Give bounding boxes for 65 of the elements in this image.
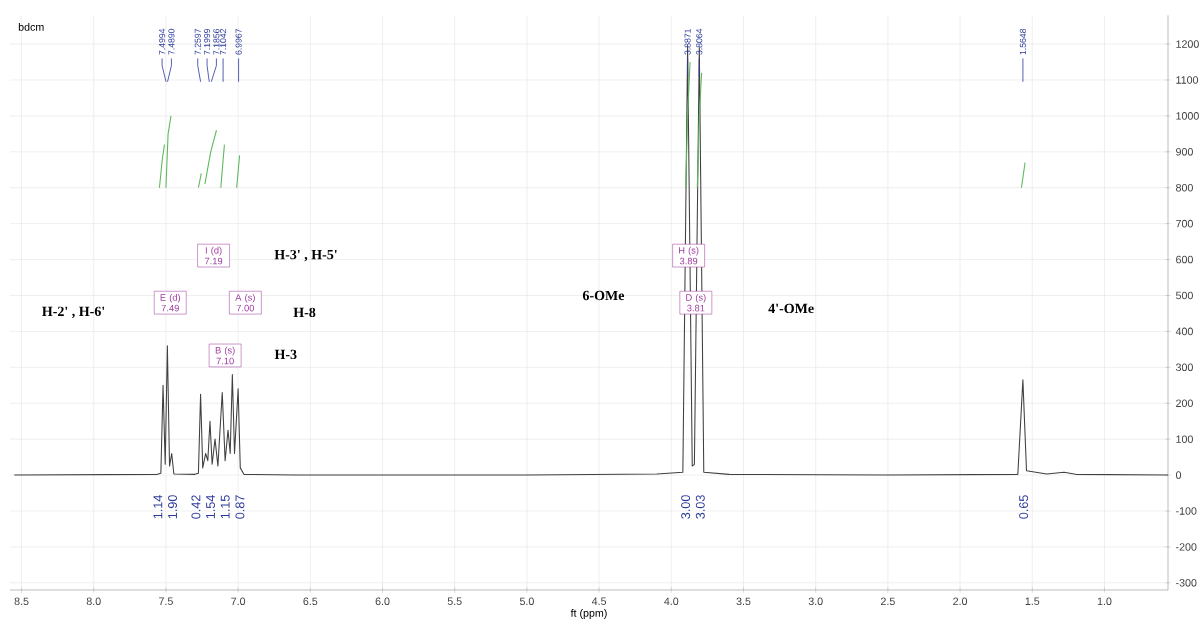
annotation: 4'-OMe — [768, 303, 814, 314]
annotation: H-3 — [274, 349, 297, 360]
y-tick-label: 900 — [1176, 148, 1193, 156]
y-tick-label: 1000 — [1176, 112, 1199, 120]
annotation: 1.15 — [220, 495, 230, 519]
annotation: H-2' , H-6' — [42, 306, 105, 319]
annotation: E (d) 7.49 — [160, 293, 181, 312]
annotation: 1.14 — [153, 495, 163, 519]
annotation: 7.1999 — [204, 28, 211, 55]
annotation: H (s) 3.89 — [679, 246, 699, 265]
x-tick-label: 2.5 — [881, 597, 895, 606]
annotation: 0.65 — [1019, 495, 1029, 519]
x-tick-label: 6.5 — [303, 597, 318, 606]
annotation: H-8 — [293, 307, 316, 318]
y-tick-label: 700 — [1176, 219, 1193, 228]
annotation: D (s) 3.81 — [686, 293, 706, 312]
x-tick-label: 3.0 — [808, 597, 823, 606]
y-tick-label: -300 — [1176, 579, 1197, 587]
y-tick-label: 800 — [1176, 183, 1193, 192]
y-tick-label: 600 — [1176, 255, 1193, 264]
annotation: 1.54 — [206, 495, 215, 519]
annotation: 6-OMe — [582, 290, 625, 301]
annotation: 0.42 — [191, 495, 201, 519]
y-tick-label: 400 — [1175, 327, 1193, 336]
annotation: 7.4890 — [168, 28, 175, 55]
x-tick-label: 7.5 — [159, 597, 173, 605]
x-tick-label: 8.5 — [14, 597, 29, 606]
annotation: A (s) 7.00 — [235, 293, 255, 312]
x-tick-label: 1.0 — [1097, 597, 1112, 606]
y-tick-label: 300 — [1175, 363, 1193, 372]
x-tick-label: 3.5 — [736, 597, 751, 606]
x-axis-title: ft (ppm) — [570, 608, 607, 619]
y-tick-label: 200 — [1176, 399, 1193, 408]
y-tick-label: 500 — [1175, 291, 1193, 300]
annotation: 1.90 — [168, 495, 178, 519]
x-tick-label: 5.5 — [447, 597, 462, 605]
annotation: 3.8871 — [684, 28, 691, 55]
annotation: 7.2597 — [194, 28, 201, 55]
annotation: I (d) 7.19 — [204, 246, 223, 265]
annotation: H-3' , H-5' — [274, 249, 337, 262]
y-tick-label: 100 — [1176, 435, 1193, 443]
text: bdcm — [18, 22, 44, 31]
x-tick-label: 5.0 — [519, 597, 534, 606]
x-tick-label: 4.5 — [591, 597, 607, 605]
annotation: 3.03 — [695, 495, 705, 519]
annotation: 3.00 — [681, 495, 691, 519]
x-tick-label: 2.0 — [953, 597, 968, 606]
x-tick-label: 8.0 — [86, 597, 101, 606]
annotation: 0.87 — [235, 495, 245, 519]
annotation: 3.8064 — [696, 28, 703, 55]
annotation: 6.9967 — [235, 28, 242, 55]
annotation: 7.1042 — [220, 28, 227, 55]
annotation: 7.4994 — [159, 28, 166, 55]
x-tick-label: 4.0 — [664, 597, 679, 606]
y-tick-label: -200 — [1176, 543, 1197, 551]
x-tick-label: 1.5 — [1025, 597, 1040, 605]
y-tick-label: -100 — [1176, 507, 1197, 515]
y-tick-label: 1100 — [1176, 76, 1199, 84]
x-tick-label: 7.0 — [231, 597, 246, 606]
y-tick-label: 1200 — [1176, 40, 1199, 48]
x-tick-label: 6.0 — [375, 597, 390, 606]
annotation: 1.5648 — [1019, 28, 1026, 55]
annotation: 7.1856 — [213, 28, 220, 55]
annotation: B (s) 7.10 — [215, 346, 235, 365]
y-tick-label: 0 — [1175, 471, 1182, 479]
